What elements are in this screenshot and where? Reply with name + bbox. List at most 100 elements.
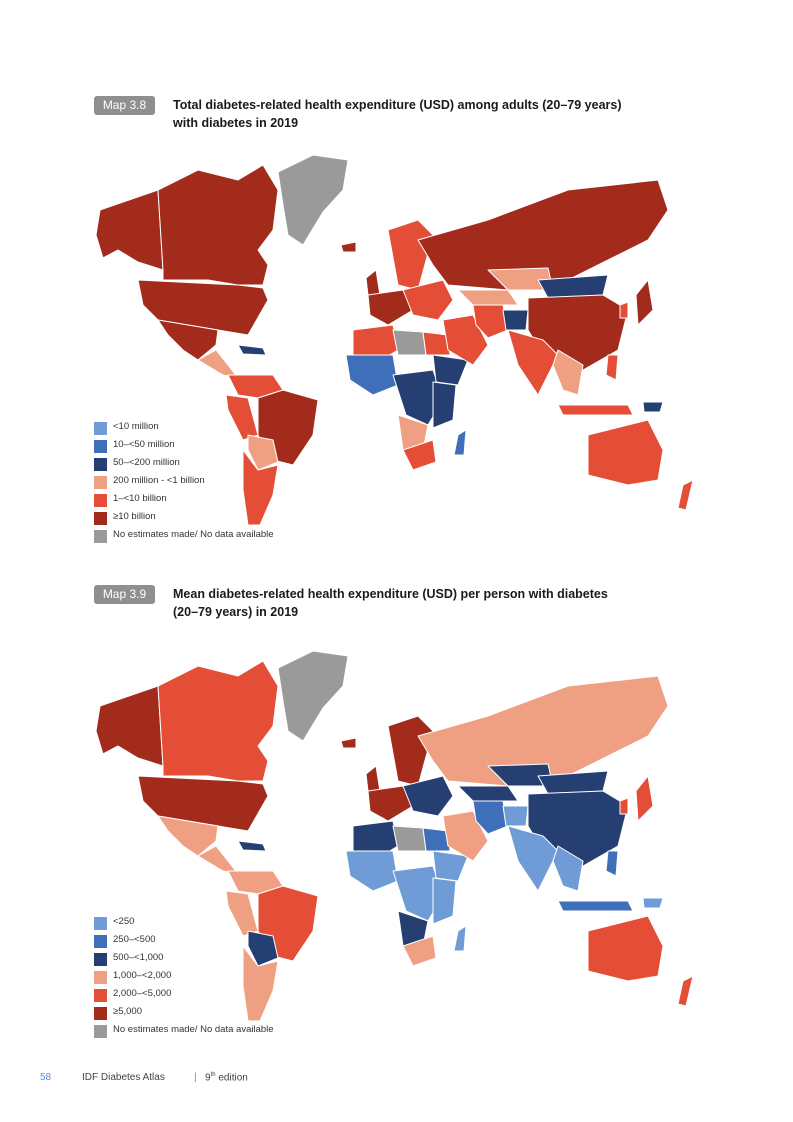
map-tag: Map 3.8 [94, 96, 155, 115]
region-usa [137, 775, 269, 832]
publication-name: IDF Diabetes Atlas [82, 1072, 165, 1083]
edition-word: edition [218, 1072, 248, 1084]
region-philippines [605, 850, 619, 877]
edition-suffix: th [210, 1072, 216, 1078]
legend-label: ≥5,000 [113, 1006, 142, 1017]
region-west-africa [345, 354, 399, 396]
legend-label: 1,000–<2,000 [113, 970, 172, 981]
region-eastern-europe [402, 279, 454, 321]
region-southeast-asia [552, 845, 584, 892]
legend-label: 10–<50 million [113, 439, 175, 450]
region-argentina-chile [242, 945, 279, 1022]
edition-label: 9th edition [205, 1072, 248, 1083]
region-caribbean [237, 840, 267, 852]
region-iceland [340, 737, 357, 749]
region-horn-africa [432, 850, 469, 882]
region-australia [587, 419, 664, 486]
region-korea [619, 301, 629, 319]
region-southeast-asia [552, 349, 584, 396]
region-russia [417, 675, 669, 787]
region-caribbean [237, 344, 267, 356]
legend-swatch [94, 512, 107, 525]
region-peru-ecuador [225, 394, 259, 441]
edition-number: 9 [205, 1072, 211, 1084]
region-central-america [197, 349, 239, 379]
region-east-africa [432, 877, 457, 925]
region-scandinavia [387, 219, 434, 291]
region-bolivia-paraguay [247, 930, 279, 967]
region-russia [417, 179, 669, 291]
region-png [642, 897, 664, 909]
map-title: Mean diabetes-related health expenditure… [173, 585, 693, 621]
region-greenland [277, 154, 349, 246]
map-title-line2: (20–79 years) in 2019 [173, 605, 299, 619]
region-alaska [95, 189, 164, 271]
region-india [507, 825, 559, 892]
region-indonesia [557, 900, 634, 912]
legend-swatch [94, 1025, 107, 1038]
region-mexico [157, 815, 219, 857]
legend-swatch [94, 476, 107, 489]
region-madagascar [453, 429, 467, 456]
region-usa [137, 279, 269, 336]
region-uk [365, 269, 381, 296]
legend-label: 200 million - <1 billion [113, 475, 205, 486]
legend-swatch [94, 530, 107, 543]
region-peru-ecuador [225, 890, 259, 937]
legend-swatch [94, 953, 107, 966]
legend-label: <10 million [113, 421, 159, 432]
legend-swatch [94, 917, 107, 930]
region-indonesia [557, 404, 634, 416]
region-new-zealand [677, 479, 694, 511]
region-egypt [422, 331, 451, 356]
legend-label: <250 [113, 916, 135, 927]
region-korea [619, 797, 629, 815]
legend-label: 500–<1,000 [113, 952, 164, 963]
legend-label: 2,000–<5,000 [113, 988, 172, 999]
page-number: 58 [40, 1072, 52, 1083]
map-title-line1: Mean diabetes-related health expenditure… [173, 587, 608, 601]
region-sahara [392, 825, 427, 852]
map-title: Total diabetes-related health expenditur… [173, 96, 693, 132]
region-iceland [340, 241, 357, 253]
region-argentina-chile [242, 449, 279, 526]
legend-label: ≥10 billion [113, 511, 156, 522]
legend-label: No estimates made/ No data available [113, 1024, 274, 1035]
region-east-africa [432, 381, 457, 429]
region-canada [157, 164, 279, 286]
region-canada [157, 660, 279, 782]
region-middle-east [442, 314, 489, 366]
legend-swatch [94, 422, 107, 435]
region-middle-east [442, 810, 489, 862]
legend-swatch [94, 494, 107, 507]
region-sahara [392, 329, 427, 356]
region-greenland [277, 650, 349, 742]
region-png [642, 401, 664, 413]
map-tag: Map 3.9 [94, 585, 155, 604]
region-afghanistan [502, 805, 529, 827]
region-west-africa [345, 850, 399, 892]
region-egypt [422, 827, 451, 852]
region-alaska [95, 685, 164, 767]
region-japan [635, 775, 654, 822]
legend-swatch [94, 971, 107, 984]
region-central-america [197, 845, 239, 875]
region-japan [635, 279, 654, 326]
legend-swatch [94, 440, 107, 453]
region-india [507, 329, 559, 396]
region-new-zealand [677, 975, 694, 1007]
legend-swatch [94, 458, 107, 471]
world-map [95, 154, 694, 526]
region-horn-africa [432, 354, 469, 386]
region-south-africa [402, 935, 437, 967]
legend-swatch [94, 1007, 107, 1020]
region-uk [365, 765, 381, 792]
region-mexico [157, 319, 219, 361]
region-central-asia [457, 785, 519, 802]
legend-label: No estimates made/ No data available [113, 529, 274, 540]
region-bolivia-paraguay [247, 434, 279, 471]
region-australia [587, 915, 664, 982]
legend-swatch [94, 935, 107, 948]
legend-label: 50–<200 million [113, 457, 180, 468]
map-title-line2: with diabetes in 2019 [173, 116, 299, 130]
